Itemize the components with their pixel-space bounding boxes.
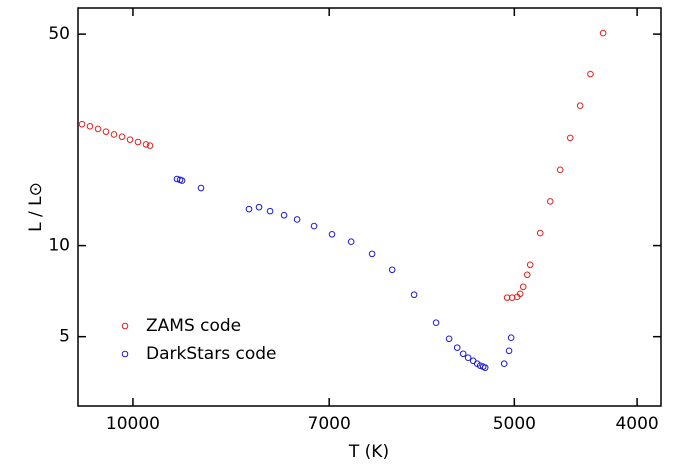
data-point — [453, 344, 461, 351]
data-point — [523, 271, 531, 279]
data-point — [566, 134, 574, 142]
y-tick-label: 10 — [48, 236, 70, 256]
data-point — [126, 136, 134, 143]
data-point — [134, 138, 142, 146]
data-point — [245, 205, 253, 213]
y-tick-label: 5 — [59, 327, 70, 347]
legend-label: DarkStars code — [146, 344, 276, 364]
x-tick-label: 10000 — [106, 414, 160, 434]
data-point — [280, 211, 288, 219]
data-point — [464, 354, 472, 362]
data-point — [118, 133, 126, 141]
data-point — [469, 357, 477, 365]
data-point — [505, 347, 513, 355]
data-point — [481, 364, 489, 371]
data-point — [78, 120, 86, 128]
data-point — [516, 290, 524, 298]
plot-frame — [77, 7, 662, 407]
data-point — [142, 141, 150, 148]
y-tick-label: 50 — [48, 24, 70, 44]
data-point — [500, 360, 508, 368]
data-point — [546, 198, 554, 205]
data-point — [178, 177, 186, 184]
data-point — [526, 261, 534, 269]
y-axis-label: L / L⊙ — [26, 182, 46, 232]
data-point — [576, 102, 584, 110]
data-point — [556, 166, 564, 174]
x-tick-label: 4000 — [615, 414, 658, 434]
legend-marker — [121, 322, 129, 330]
data-point — [86, 122, 94, 130]
data-point — [347, 238, 355, 246]
data-point — [388, 266, 396, 274]
data-point — [197, 184, 205, 192]
data-point — [310, 222, 318, 230]
x-tick-label: 7000 — [308, 414, 351, 434]
x-tick-label: 5000 — [493, 414, 536, 434]
data-point — [110, 131, 118, 138]
data-point — [519, 283, 527, 291]
legend-label: ZAMS code — [146, 316, 241, 336]
data-point — [599, 29, 607, 37]
data-point — [410, 291, 418, 299]
data-point — [146, 142, 154, 149]
legend-marker — [121, 350, 129, 358]
data-point — [503, 294, 511, 301]
data-point — [587, 70, 594, 78]
data-point — [293, 216, 301, 223]
data-point — [432, 319, 440, 327]
data-point — [328, 230, 336, 238]
data-point — [536, 229, 544, 237]
data-point — [507, 334, 515, 342]
data-point — [266, 207, 274, 215]
data-point — [102, 128, 110, 135]
data-point — [255, 203, 263, 211]
data-point — [368, 250, 376, 258]
data-point — [94, 125, 102, 133]
x-axis-label: T (K) — [348, 442, 389, 462]
data-point — [459, 350, 467, 358]
data-point — [445, 335, 453, 343]
